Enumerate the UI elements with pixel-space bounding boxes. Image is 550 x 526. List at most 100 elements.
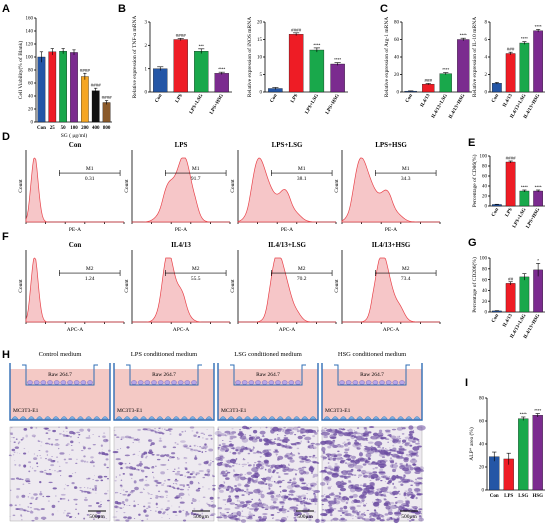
stain-particle (63, 430, 65, 432)
stain-particle (123, 512, 126, 514)
stain-particle (378, 513, 381, 516)
stain-particle (406, 453, 408, 455)
stain-particle (168, 430, 172, 432)
stain-particle (239, 501, 245, 504)
stain-particle (344, 453, 349, 457)
stain-particle (215, 456, 222, 461)
stain-particle (265, 465, 268, 467)
stain-particle (121, 489, 123, 491)
stain-particle (98, 505, 102, 508)
stain-particle (385, 487, 389, 490)
stain-particle (183, 445, 188, 448)
stain-particle (48, 481, 53, 484)
stain-particle (371, 448, 378, 453)
stain-particle (264, 439, 270, 444)
stain-particle (100, 503, 103, 506)
stain-particle (247, 493, 250, 496)
stain-particle (383, 498, 387, 500)
stain-particle (236, 504, 244, 508)
stain-particle (242, 503, 248, 508)
stain-particle (274, 438, 277, 441)
stain-particle (12, 454, 15, 456)
stain-particle (42, 496, 45, 498)
stain-particle (255, 519, 257, 521)
stain-particle (178, 433, 182, 436)
stain-particle (100, 501, 102, 503)
y-tick-label: 80 (479, 397, 485, 402)
stain-particle (320, 469, 326, 473)
stain-particle (257, 481, 265, 485)
stain-particle (62, 434, 64, 436)
raw-cell (255, 380, 261, 385)
category-label: LPS+HSG (526, 207, 542, 229)
stain-particle (398, 505, 403, 511)
stain-particle (264, 508, 269, 511)
stain-particle (120, 485, 123, 488)
stain-particle (327, 462, 330, 464)
stain-particle (133, 504, 136, 508)
stain-particle (391, 475, 397, 481)
stain-particle (142, 428, 148, 431)
stain-particle (172, 470, 175, 473)
stain-particle (408, 450, 414, 454)
stain-particle (157, 490, 161, 493)
stain-particle (63, 488, 66, 490)
stain-particle (340, 517, 345, 521)
stain-particle (326, 471, 333, 475)
stain-particle (87, 477, 91, 480)
stain-particle (389, 504, 391, 506)
stain-particle (33, 457, 38, 461)
stain-particle (380, 479, 383, 482)
bar (81, 76, 89, 123)
stain-particle (305, 459, 310, 461)
stain-particle (113, 430, 116, 431)
flow-y-label: Count (334, 279, 340, 293)
stain-particle (380, 487, 388, 492)
stain-particle (411, 452, 417, 456)
category-label: Con (491, 93, 500, 103)
stain-particle (256, 451, 262, 454)
y-axis-label: Relative expression of iNOS mRNA (246, 17, 253, 97)
stain-particle (336, 444, 340, 446)
stain-particle (350, 459, 355, 463)
stain-particle (380, 475, 388, 479)
stain-particle (401, 450, 402, 452)
stain-particle (266, 504, 269, 507)
stain-particle (305, 512, 310, 516)
stain-particle (225, 472, 228, 475)
stain-particle (263, 439, 266, 442)
stain-particle (264, 468, 267, 471)
raw-cell (144, 380, 151, 385)
stain-particle (88, 435, 91, 437)
stain-particle (224, 470, 228, 473)
stain-particle (301, 466, 307, 469)
stain-particle (210, 462, 212, 464)
stain-particle (401, 456, 404, 459)
stain-particle (291, 468, 297, 471)
stain-particle (229, 502, 236, 505)
stain-particle (363, 474, 369, 478)
significance-mark: **** (535, 24, 542, 29)
stain-particle (353, 432, 357, 434)
stain-particle (232, 446, 235, 450)
stain-particle (178, 492, 185, 496)
stain-particle (57, 461, 59, 463)
stain-particle (289, 479, 292, 482)
stain-particle (94, 475, 95, 477)
stain-particle (63, 434, 66, 436)
stain-particle (229, 437, 234, 440)
stain-particle (33, 469, 37, 472)
stain-particle (416, 454, 419, 457)
stain-particle (160, 471, 165, 475)
stain-particle (365, 437, 368, 440)
stain-particle (379, 493, 383, 497)
stain-particle (147, 502, 151, 504)
stain-particle (231, 512, 233, 515)
stain-particle (340, 456, 343, 458)
stain-particle (33, 493, 38, 496)
mc3t3-cell (260, 416, 268, 420)
stain-particle (198, 483, 200, 485)
stain-particle (303, 496, 307, 500)
stain-particle (229, 451, 232, 453)
